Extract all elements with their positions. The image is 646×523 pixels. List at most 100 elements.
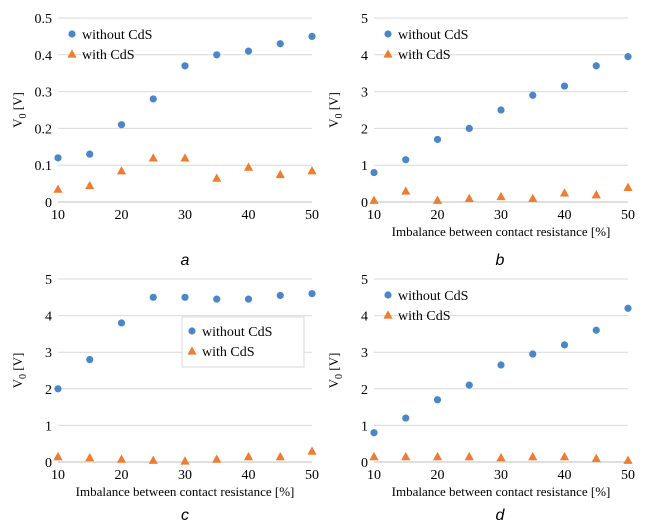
legend-label: with CdS xyxy=(398,309,451,324)
series-with-cds xyxy=(53,153,317,193)
y-tick-label: 5 xyxy=(361,12,368,27)
x-tick-label: 20 xyxy=(431,208,445,223)
legend-label: with CdS xyxy=(82,48,135,63)
data-point xyxy=(433,135,442,144)
y-tick-label: 0.4 xyxy=(35,49,53,64)
data-point xyxy=(592,326,600,334)
data-point xyxy=(559,188,570,197)
y-axis-label: V0 [V] xyxy=(10,353,29,389)
data-point xyxy=(432,451,443,461)
y-tick-label: 1 xyxy=(45,419,52,434)
x-tick-label: 20 xyxy=(115,468,129,483)
data-point xyxy=(276,291,284,300)
data-point xyxy=(432,195,443,204)
x-tick-label: 40 xyxy=(242,468,256,483)
legend: without CdS with CdS xyxy=(181,316,305,368)
data-point xyxy=(180,456,190,465)
data-point xyxy=(243,451,254,461)
x-tick-label: 20 xyxy=(431,468,445,483)
y-tick-label: 0 xyxy=(45,456,52,471)
data-point xyxy=(213,51,221,59)
legend-label: without CdS xyxy=(82,28,152,43)
panel-label: c xyxy=(181,507,189,523)
data-point xyxy=(402,414,410,422)
y-axis-label: V0 [V] xyxy=(10,92,29,128)
data-point xyxy=(623,182,633,191)
data-point xyxy=(369,451,379,461)
data-point xyxy=(243,162,254,171)
data-point xyxy=(181,62,189,70)
data-point xyxy=(401,186,411,195)
data-point xyxy=(85,180,95,190)
legend-marker xyxy=(383,49,393,58)
legend-label: without CdS xyxy=(398,289,468,304)
data-point xyxy=(307,446,317,455)
data-point xyxy=(623,455,633,464)
data-point xyxy=(275,169,285,179)
data-point xyxy=(54,154,62,162)
data-point xyxy=(212,454,222,463)
data-point xyxy=(275,451,285,461)
x-tick-label: 10 xyxy=(51,468,65,483)
y-tick-label: 2 xyxy=(361,122,368,137)
y-axis-label: V0 [V] xyxy=(326,353,345,389)
legend: without CdS with CdS xyxy=(67,28,152,63)
data-point xyxy=(180,153,190,162)
legend-label: with CdS xyxy=(398,48,451,63)
y-axis-label: V0 [V] xyxy=(326,92,345,128)
data-point xyxy=(212,173,222,182)
series-without-cds xyxy=(54,32,316,162)
data-point xyxy=(624,304,632,312)
data-point xyxy=(496,191,506,201)
x-tick-label: 10 xyxy=(367,208,381,223)
legend-marker xyxy=(68,30,76,38)
data-point xyxy=(117,121,126,129)
data-point xyxy=(591,190,601,199)
x-axis-label: Imbalance between contact resistance [%] xyxy=(392,224,611,239)
data-point xyxy=(244,295,253,303)
chart-panel-d: 0 1 2 3 4 5 10 20 30 40 50 V0 [V] Imbalance between … xyxy=(326,273,635,523)
data-point xyxy=(592,62,600,70)
data-point xyxy=(86,355,94,364)
y-tick-label: 4 xyxy=(361,310,368,325)
data-point xyxy=(560,82,569,90)
data-point xyxy=(465,381,473,389)
x-tick-label: 40 xyxy=(242,208,256,223)
legend: without CdS with CdS xyxy=(383,28,468,63)
x-tick-label: 50 xyxy=(305,468,319,483)
y-tick-label: 4 xyxy=(361,49,368,64)
data-point xyxy=(591,453,601,463)
data-point xyxy=(276,40,284,48)
y-tick-label: 1 xyxy=(361,419,368,434)
data-point xyxy=(86,150,94,158)
chart-panel-b: 0 1 2 3 4 5 10 20 30 40 50 V0 [V] Imbalance between … xyxy=(326,12,635,269)
legend-marker xyxy=(67,49,77,58)
y-tick-label: 0.1 xyxy=(35,159,53,174)
y-tick-label: 2 xyxy=(45,383,52,398)
data-point xyxy=(116,454,127,463)
x-tick-label: 50 xyxy=(621,468,635,483)
data-point xyxy=(528,193,538,202)
data-point xyxy=(53,451,63,461)
data-point xyxy=(244,47,253,55)
x-tick-label: 50 xyxy=(621,208,635,223)
data-point xyxy=(213,295,221,303)
y-tick-label: 3 xyxy=(361,346,368,361)
series-without-cds xyxy=(54,290,316,393)
chart-panel-c: 0 1 2 3 4 5 10 20 30 40 50 V0 [V] Imbalance between … xyxy=(10,273,319,523)
x-tick-label: 30 xyxy=(494,468,508,483)
x-tick-label: 50 xyxy=(305,208,319,223)
data-point xyxy=(433,396,442,404)
data-point xyxy=(528,451,538,461)
data-point xyxy=(369,195,379,204)
legend-marker xyxy=(384,30,392,38)
data-point xyxy=(370,168,378,177)
y-tick-label: 4 xyxy=(45,310,52,325)
chart-panel-a: 0 0.1 0.2 0.3 0.4 0.5 10 20 30 40 50 V0 [V] without … xyxy=(10,12,319,269)
x-tick-label: 30 xyxy=(178,468,192,483)
data-point xyxy=(624,53,632,61)
x-axis-label: Imbalance between contact resistance [%] xyxy=(392,484,611,499)
data-point xyxy=(401,451,411,461)
data-point xyxy=(497,361,505,369)
